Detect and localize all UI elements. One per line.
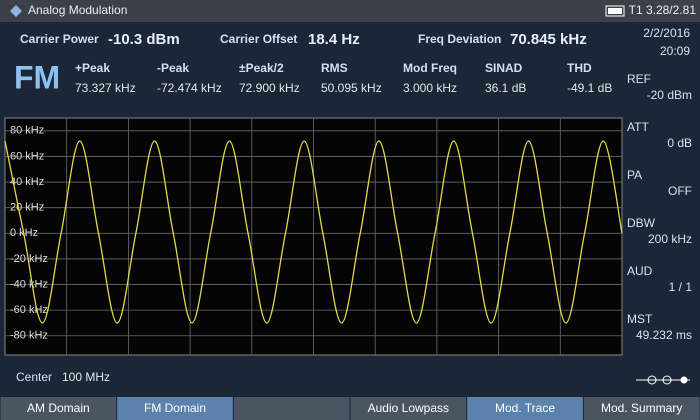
y-tick-label: -40 kHz <box>10 278 48 290</box>
softkey-label[interactable]: Audio Lowpass <box>368 401 449 415</box>
y-tick-label: -80 kHz <box>10 330 48 342</box>
softkey[interactable] <box>233 397 350 420</box>
setting-value[interactable]: 1 / 1 <box>669 280 693 294</box>
measurement-value: -49.1 dB <box>567 81 612 95</box>
setting-label[interactable]: AUD <box>627 264 653 278</box>
carrier-power-label: Carrier Power <box>20 32 99 46</box>
measurement-value: 36.1 dB <box>485 81 526 95</box>
softkey-label[interactable]: Mod. Trace <box>495 401 555 415</box>
measurement-label: THD <box>567 61 592 75</box>
setting-value[interactable]: OFF <box>668 184 692 198</box>
softkey[interactable] <box>467 397 583 420</box>
y-tick-label: -60 kHz <box>10 304 48 316</box>
softkey[interactable] <box>0 397 117 420</box>
setting-label[interactable]: PA <box>627 168 642 182</box>
transducer-icon <box>636 375 690 385</box>
setting-label[interactable]: ATT <box>627 120 649 134</box>
freq-deviation-value: 70.845 kHz <box>510 31 587 48</box>
mode: FM <box>14 59 60 95</box>
y-tick-label: 80 kHz <box>10 125 44 137</box>
setting-value[interactable]: 0 dB <box>667 136 692 150</box>
measurement-label: +Peak <box>75 61 110 75</box>
status: T1 3.28/2.81 <box>629 3 697 17</box>
app-title: Analog Modulation <box>28 3 127 17</box>
carrier-offset-value: 18.4 Hz <box>308 31 360 48</box>
y-tick-label: 60 kHz <box>10 150 44 162</box>
setting-label[interactable]: DBW <box>627 216 656 230</box>
softkey-label[interactable]: AM Domain <box>27 401 90 415</box>
measurement-label: ±Peak/2 <box>239 61 284 75</box>
carrier-offset-label: Carrier Offset <box>220 32 297 46</box>
y-tick-label: 20 kHz <box>10 202 44 214</box>
softkey[interactable] <box>117 397 233 420</box>
setting-label[interactable]: REF <box>627 72 651 86</box>
center-value: 100 MHz <box>62 370 110 384</box>
measurement-label: SINAD <box>485 61 523 75</box>
measurement-value: 73.327 kHz <box>75 81 136 95</box>
measurement-value: 50.095 kHz <box>321 81 382 95</box>
setting-label[interactable]: MST <box>627 312 653 326</box>
trace <box>4 140 623 324</box>
carrier-power-value: -10.3 dBm <box>108 31 180 48</box>
softkey-label[interactable]: Mod. Summary <box>601 401 682 415</box>
freq-deviation-label: Freq Deviation <box>418 32 501 46</box>
measurement-value: 72.900 kHz <box>239 81 300 95</box>
softkey[interactable] <box>583 397 700 420</box>
measurement-value: -72.474 kHz <box>157 81 222 95</box>
date: 2/2/2016 <box>643 26 690 40</box>
softkey-label[interactable]: FM Domain <box>144 401 206 415</box>
measurement-label: RMS <box>321 61 348 75</box>
logo <box>10 5 22 17</box>
battery-level <box>608 8 622 14</box>
setting-value[interactable]: 200 kHz <box>648 232 692 246</box>
setting-value[interactable]: 49.232 ms <box>636 328 692 342</box>
center-label: Center <box>16 370 52 384</box>
measurement-label: -Peak <box>157 61 189 75</box>
title-bar <box>0 0 700 22</box>
battery <box>605 5 625 17</box>
setting-value[interactable]: -20 dBm <box>647 88 692 102</box>
time: 20:09 <box>660 44 690 58</box>
y-tick-label: -20 kHz <box>10 253 48 265</box>
measurement-value: 3.000 kHz <box>403 81 457 95</box>
y-tick-label: 40 kHz <box>10 176 44 188</box>
measurement-label: Mod Freq <box>403 61 457 75</box>
softkey[interactable] <box>350 397 467 420</box>
